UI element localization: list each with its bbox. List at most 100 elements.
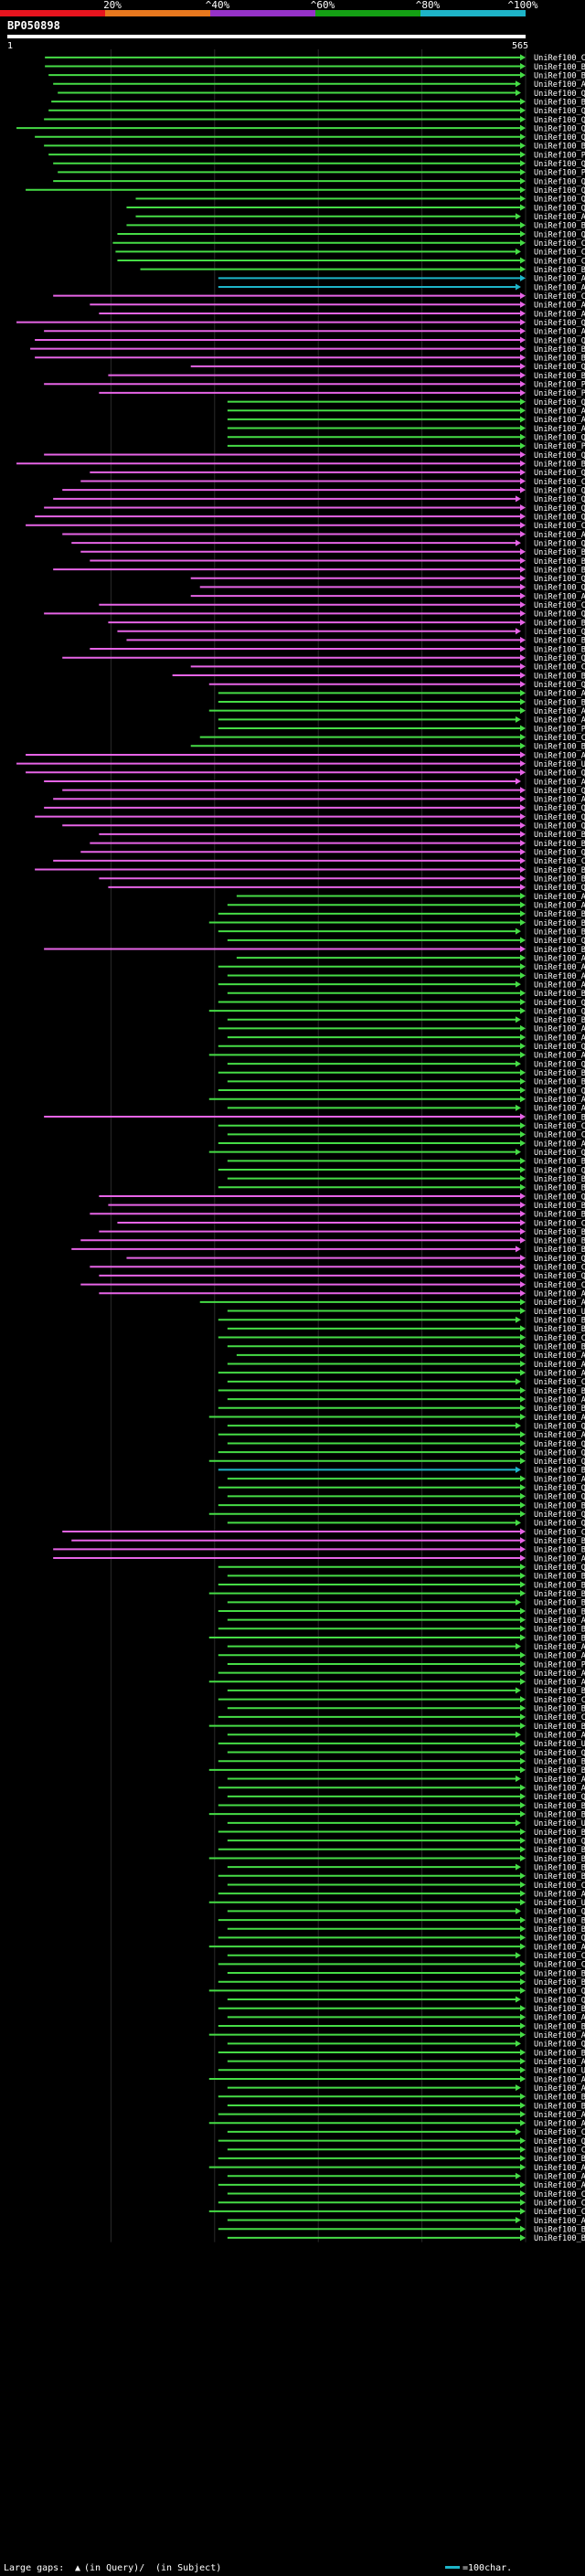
hit-label[interactable]: UniRef100_C5X277: [534, 239, 585, 249]
hit-label[interactable]: UniRef100_B1Y6Y3: [534, 1925, 585, 1935]
hit-label[interactable]: UniRef100_A5BDH4: [534, 893, 585, 902]
hit-label[interactable]: UniRef100_A9TL03: [534, 796, 585, 805]
hit-label[interactable]: UniRef100_Q9SCY4: [534, 1272, 585, 1281]
hit-label[interactable]: UniRef100_B4FYY7: [534, 928, 585, 937]
hit-label[interactable]: UniRef100_B7F3F3: [534, 1723, 585, 1732]
hit-label[interactable]: UniRef100_Q02129: [534, 849, 585, 858]
hit-label[interactable]: UniRef100_Q39061: [534, 813, 585, 822]
hit-label[interactable]: UniRef100_B9RLN6: [534, 1802, 585, 1811]
hit-label[interactable]: UniRef100_B7Z234: [534, 698, 585, 707]
hit-label[interactable]: UniRef100_A9P2G0: [534, 408, 585, 417]
hit-label[interactable]: UniRef100_A7PC82: [534, 1369, 585, 1378]
hit-label[interactable]: UniRef100_A7Q0W1: [534, 751, 585, 760]
hit-label[interactable]: UniRef100_A7PL22: [534, 328, 585, 337]
hit-label[interactable]: UniRef100_Q03869: [534, 822, 585, 832]
hit-label[interactable]: UniRef100_Q0D821: [534, 2041, 585, 2050]
hit-label[interactable]: UniRef100_B8LMN6: [534, 1069, 585, 1078]
hit-label[interactable]: UniRef100_A9RK26: [534, 1652, 585, 1661]
hit-label[interactable]: UniRef100_UPI000...: [534, 1899, 585, 1908]
hit-label[interactable]: UniRef100_A6GW12: [534, 1096, 585, 1105]
hit-label[interactable]: UniRef100_Q6M3A4: [534, 2137, 585, 2147]
hit-label[interactable]: UniRef100_B9RSU2: [534, 743, 585, 752]
hit-label[interactable]: UniRef100_A9SDI6: [534, 2084, 585, 2094]
hit-label[interactable]: UniRef100_C5XBX1: [534, 1334, 585, 1343]
hit-label[interactable]: UniRef100_B6AEV8: [534, 2005, 585, 2014]
hit-label[interactable]: UniRef100_Q3LHN4: [534, 230, 585, 239]
hit-label[interactable]: UniRef100_Q9AEM5: [534, 398, 585, 408]
hit-label[interactable]: UniRef100_B9SDT1: [534, 672, 585, 681]
hit-label[interactable]: UniRef100_A3ZRX9: [534, 1784, 585, 1793]
hit-label[interactable]: UniRef100_Q2HKP0: [534, 196, 585, 205]
hit-label[interactable]: UniRef100_C6TJX8: [534, 734, 585, 743]
hit-label[interactable]: UniRef100_Q2Q9M8: [534, 504, 585, 514]
hit-label[interactable]: UniRef100_C6TEX3: [534, 54, 585, 63]
hit-label[interactable]: UniRef100_B7QI98: [534, 2234, 585, 2243]
hit-label[interactable]: UniRef100_C4J517: [534, 257, 585, 266]
hit-label[interactable]: UniRef100_C6TE10: [534, 1264, 585, 1273]
hit-label[interactable]: UniRef100_A1BF59: [534, 2181, 585, 2190]
hit-label[interactable]: UniRef100_C4YB66: [534, 2128, 585, 2137]
hit-label[interactable]: UniRef100_C1JJ88: [534, 2200, 585, 2209]
hit-label[interactable]: UniRef100_Q9YRV5: [534, 1511, 585, 1520]
hit-label[interactable]: UniRef100_B8DN67: [534, 1766, 585, 1776]
hit-label[interactable]: UniRef100_P28644: [534, 725, 585, 734]
hit-label[interactable]: UniRef100_B4FWE4: [534, 1467, 585, 1476]
hit-label[interactable]: UniRef100_A9PJ20: [534, 1352, 585, 1361]
hit-label[interactable]: UniRef100_C5WMB4: [534, 1882, 585, 1891]
hit-label[interactable]: UniRef100_A9NZ13: [534, 1732, 585, 1741]
hit-label[interactable]: UniRef100_B8GLW8: [534, 2102, 585, 2111]
hit-label[interactable]: UniRef100_B9RL48: [534, 1626, 585, 1635]
hit-label[interactable]: UniRef100_B9RZ17: [534, 1405, 585, 1414]
hit-label[interactable]: UniRef100_UPI000...: [534, 1740, 585, 1749]
hit-label[interactable]: UniRef100_Q1PYP7: [534, 1996, 585, 2005]
hit-label[interactable]: UniRef100_B3EGD4: [534, 1969, 585, 1978]
hit-label[interactable]: UniRef100_B7FAU3: [534, 1573, 585, 1582]
hit-label[interactable]: UniRef100_B3EG31: [534, 2155, 585, 2164]
hit-label[interactable]: UniRef100_B9IF14: [534, 840, 585, 849]
hit-label[interactable]: UniRef100_A9TG12: [534, 972, 585, 981]
hit-label[interactable]: UniRef100_Q31047: [534, 1484, 585, 1493]
hit-label[interactable]: UniRef100_C5X5U3: [534, 663, 585, 673]
hit-label[interactable]: UniRef100_Q6ZJ16: [534, 513, 585, 522]
hit-label[interactable]: UniRef100_Q43349: [534, 133, 585, 143]
hit-label[interactable]: UniRef100_B4G1V3: [534, 1016, 585, 1025]
hit-label[interactable]: UniRef100_A9P281: [534, 690, 585, 699]
hit-label[interactable]: UniRef100_B3EE65: [534, 1978, 585, 1988]
hit-label[interactable]: UniRef100_A9SXE6: [534, 963, 585, 972]
hit-label[interactable]: UniRef100_Q3H8T7: [534, 1493, 585, 1502]
hit-label[interactable]: UniRef100_C0HGJ8: [534, 1952, 585, 1961]
hit-label[interactable]: UniRef100_A9NWB2: [534, 716, 585, 726]
hit-label[interactable]: UniRef100_Q0GRZ2: [534, 1043, 585, 1052]
hit-label[interactable]: UniRef100_Q04836-3: [534, 999, 585, 1008]
hit-label[interactable]: UniRef100_Q9SMP9: [534, 486, 585, 495]
hit-label[interactable]: UniRef100_B9RU33: [534, 1687, 585, 1696]
hit-label[interactable]: UniRef100_Q0E948: [534, 451, 585, 461]
hit-label[interactable]: UniRef100_C2T788: [534, 601, 585, 610]
hit-label[interactable]: UniRef100_B9S3V4: [534, 1705, 585, 1714]
hit-label[interactable]: UniRef100_A9PCV8: [534, 1395, 585, 1405]
hit-label[interactable]: UniRef100_C5VF03: [534, 2208, 585, 2217]
hit-label[interactable]: UniRef100_C6T119: [534, 522, 585, 531]
hit-label[interactable]: UniRef100_A9P1W2: [534, 1052, 585, 1061]
hit-label[interactable]: UniRef100_Q41124: [534, 681, 585, 690]
hit-label[interactable]: UniRef100_A7PCN3: [534, 416, 585, 425]
hit-label[interactable]: UniRef100_UPI000...: [534, 1308, 585, 1317]
hit-label[interactable]: UniRef100_B6TA19: [534, 557, 585, 567]
hit-label[interactable]: UniRef100_P0C227: [534, 1660, 585, 1670]
hit-label[interactable]: UniRef100_B9SRV6: [534, 990, 585, 999]
hit-label[interactable]: UniRef100_A8XTX1: [534, 2111, 585, 2120]
hit-label[interactable]: UniRef100_C6T5Y6: [534, 1378, 585, 1387]
hit-label[interactable]: UniRef100_P19684: [534, 381, 585, 390]
hit-label[interactable]: UniRef100_Q1YN93: [534, 1837, 585, 1846]
hit-label[interactable]: UniRef100_A9SBT2: [534, 2164, 585, 2173]
hit-label[interactable]: UniRef100_Q0J948: [534, 336, 585, 345]
hit-label[interactable]: UniRef100_B9H240: [534, 910, 585, 919]
hit-label[interactable]: UniRef100_A9P0J9: [534, 1361, 585, 1370]
hit-label[interactable]: UniRef100_Q41834: [534, 539, 585, 548]
hit-label[interactable]: UniRef100_B9HHH4: [534, 1634, 585, 1643]
hit-label[interactable]: UniRef100_P49314: [534, 169, 585, 178]
hit-label[interactable]: UniRef100_B9SMK8: [534, 1387, 585, 1396]
hit-label[interactable]: UniRef100_Q6MN44: [534, 1060, 585, 1069]
hit-label[interactable]: UniRef100_B4FB47: [534, 1863, 585, 1872]
hit-label[interactable]: UniRef100_B7FKG8: [534, 63, 585, 72]
